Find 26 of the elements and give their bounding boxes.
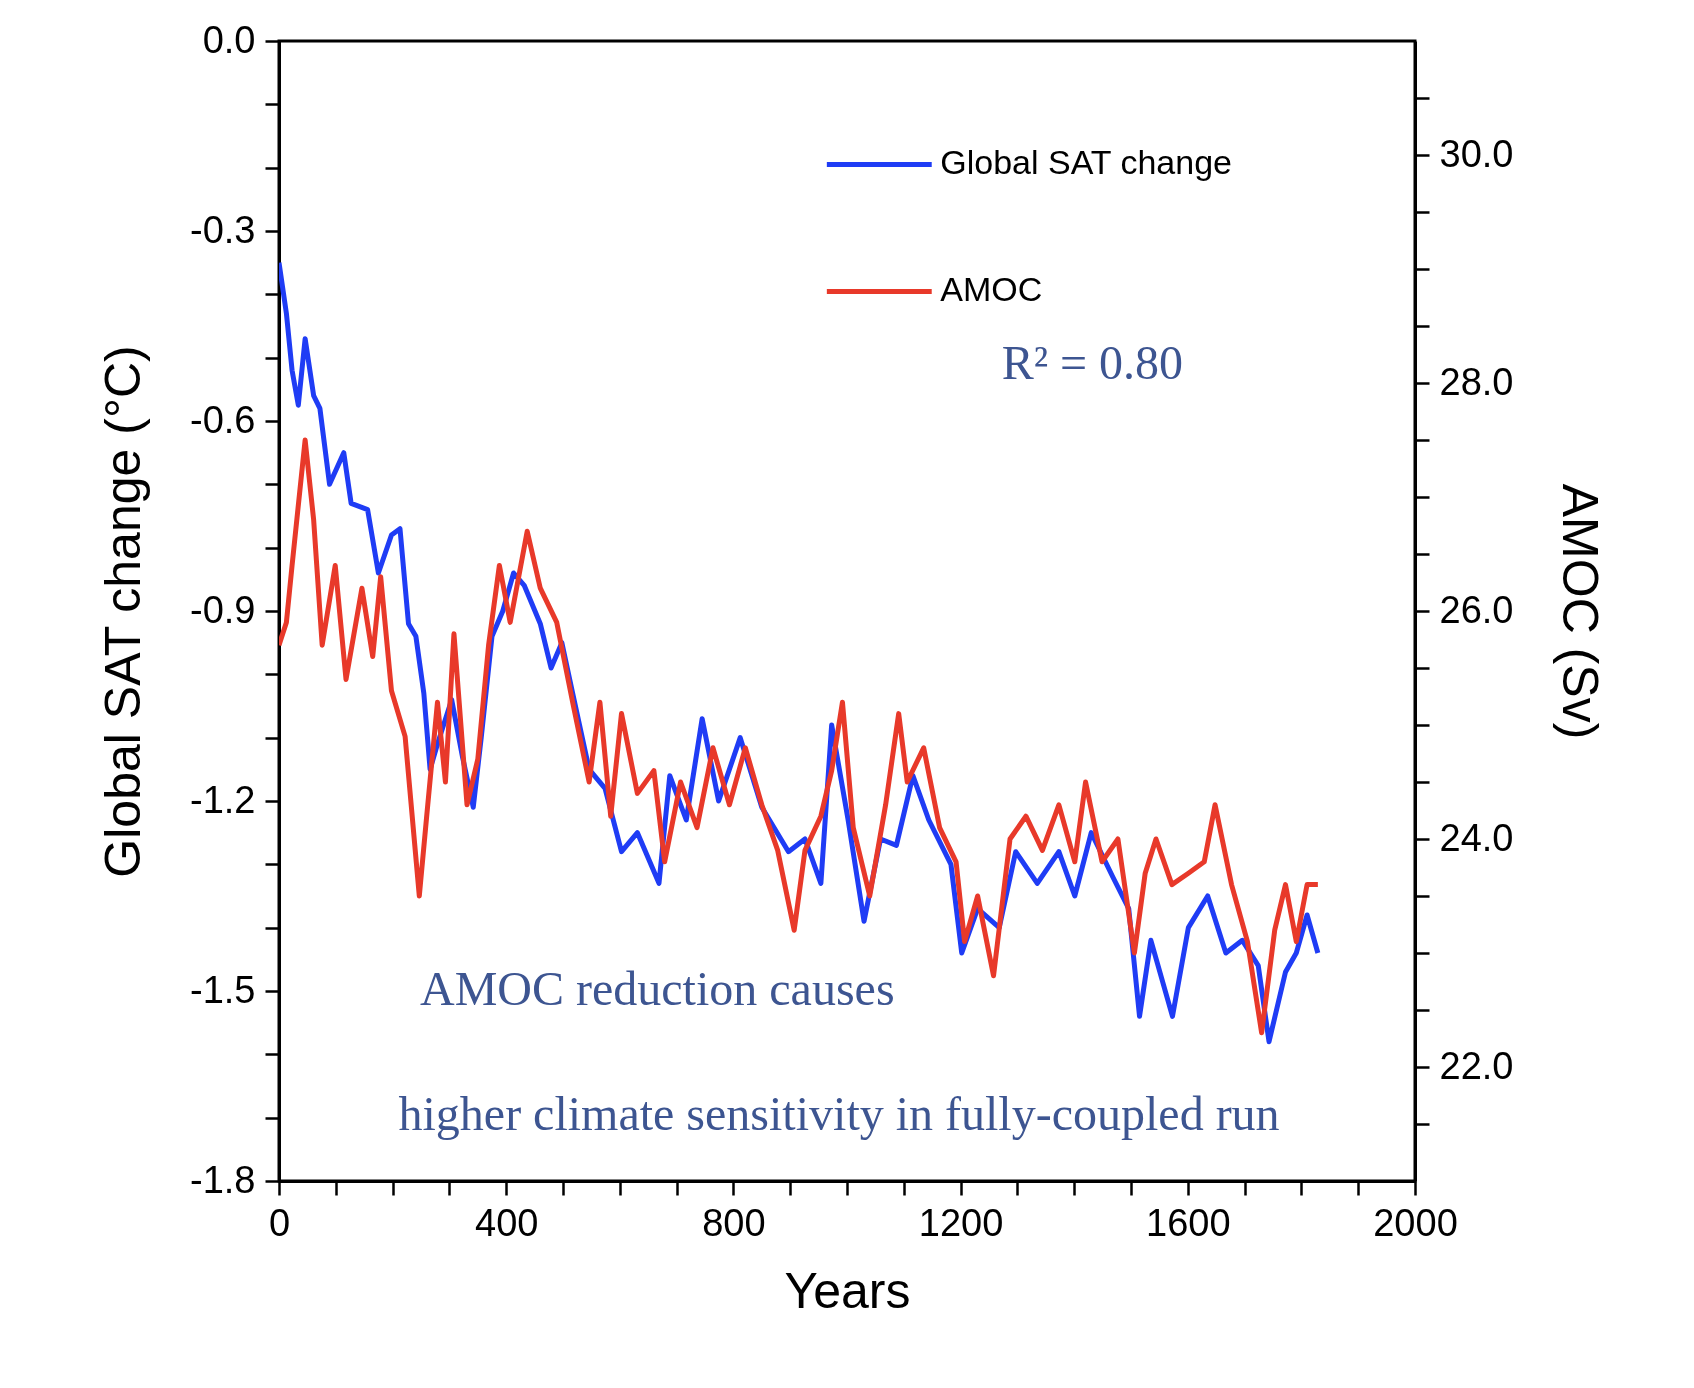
y-tick-label: -0.6: [190, 398, 256, 441]
legend-label: Global SAT change: [940, 143, 1232, 182]
x-tick-label: 1200: [918, 1201, 1004, 1244]
annotation: AMOC reduction causes: [420, 961, 895, 1015]
y-tick-label: -0.3: [190, 208, 256, 251]
x-tick-label: 400: [475, 1201, 539, 1244]
y-tick-label: -1.2: [190, 778, 256, 821]
x-tick-label: 2000: [1373, 1201, 1458, 1244]
legend-label: AMOC: [940, 270, 1043, 309]
y-axis-title: Global SAT change (°C): [95, 345, 152, 878]
annotation: higher climate sensitivity in fully-coupled run: [398, 1087, 1280, 1141]
y-tick-label: -1.5: [190, 968, 256, 1011]
y2-tick-label: 22.0: [1439, 1044, 1514, 1087]
annotation: R² = 0.80: [1001, 335, 1184, 389]
x-tick-label: 800: [702, 1201, 766, 1244]
x-tick-label: 0: [268, 1201, 291, 1244]
y-tick-label: -0.9: [190, 588, 256, 631]
y2-tick-label: 24.0: [1439, 816, 1514, 859]
y-tick-label: 0.0: [202, 18, 256, 61]
y2-tick-label: 28.0: [1439, 360, 1514, 403]
y2-tick-label: 26.0: [1439, 588, 1514, 631]
x-tick-label: 1600: [1146, 1201, 1231, 1244]
x-axis-title: Years: [784, 1262, 911, 1319]
y2-tick-label: 30.0: [1439, 132, 1514, 175]
y2-axis-title: AMOC (Sv): [1552, 483, 1609, 740]
y-tick-label: -1.8: [190, 1158, 256, 1201]
